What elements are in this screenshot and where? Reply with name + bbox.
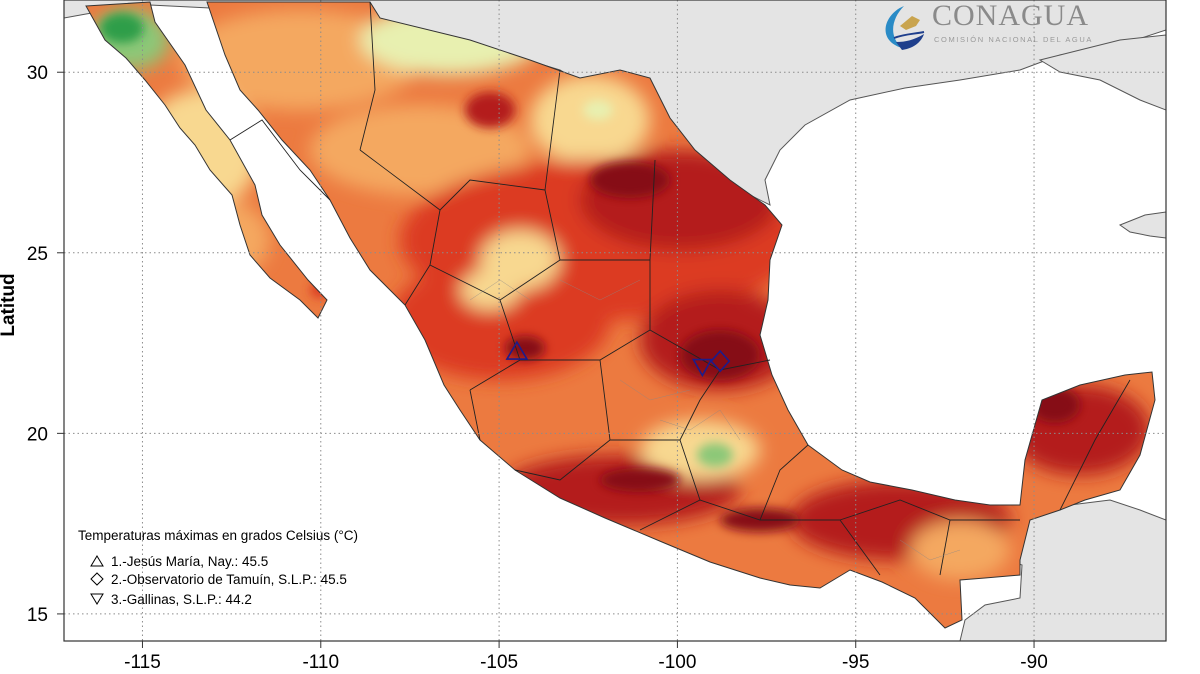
- legend: Temperaturas máximas en grados Celsius (…: [78, 528, 358, 607]
- legend-item-3: 3.-Gallinas, S.L.P.: 44.2: [90, 592, 252, 607]
- x-tick-label: -100: [658, 652, 696, 673]
- plot-frame: [63, 0, 1167, 642]
- axis-ticks: [57, 71, 1035, 648]
- x-tick-label: -105: [480, 652, 518, 673]
- legend-item-1: 1.-Jesús María, Nay.: 45.5: [90, 554, 268, 569]
- municipal-borders: [469, 279, 961, 561]
- grid-lines: [64, 0, 1166, 641]
- y-tick-label: 30: [27, 63, 48, 84]
- legend-item-text: 1.-Jesús María, Nay.: 45.5: [111, 554, 268, 569]
- y-tick-label: 20: [27, 424, 48, 445]
- logo-name: CONAGUA: [932, 0, 1089, 32]
- x-tick-label: -95: [842, 652, 869, 673]
- mexico-coastline: [85, 1, 1156, 629]
- station-marker-1: [505, 340, 529, 360]
- legend-title: Temperaturas máximas en grados Celsius (…: [78, 528, 358, 543]
- diamond-icon: [90, 572, 104, 586]
- x-tick-label: -115: [124, 652, 161, 673]
- x-tick-label: -90: [1020, 652, 1047, 673]
- y-tick-label: 25: [27, 244, 48, 265]
- logo-subtitle: COMISIÓN NACIONAL DEL AGUA: [934, 35, 1093, 44]
- x-tick-label: -110: [302, 652, 339, 673]
- triangle-up-icon: [90, 555, 104, 567]
- y-axis-label: Latitud: [0, 273, 19, 336]
- conagua-emblem-icon: [885, 6, 925, 50]
- triangle-down-icon: [90, 593, 104, 605]
- axis-tick-labels: -115 -110 -105 -100 -95 -90 30 25 20 15: [27, 63, 1048, 673]
- florida-landmass: [1038, 34, 1166, 111]
- station-markers: [505, 340, 731, 378]
- legend-item-text: 2.-Observatorio de Tamuín, S.L.P.: 45.5: [111, 572, 347, 587]
- station-marker-2: [710, 349, 731, 373]
- legend-item-text: 3.-Gallinas, S.L.P.: 44.2: [111, 592, 252, 607]
- cuba-landmass: [1118, 211, 1166, 239]
- conagua-logo: CONAGUA COMISIÓN NACIONAL DEL AGUA: [885, 0, 1093, 50]
- station-marker-3: [692, 358, 713, 378]
- y-tick-label: 15: [27, 605, 48, 626]
- legend-item-2: 2.-Observatorio de Tamuín, S.L.P.: 45.5: [90, 572, 347, 587]
